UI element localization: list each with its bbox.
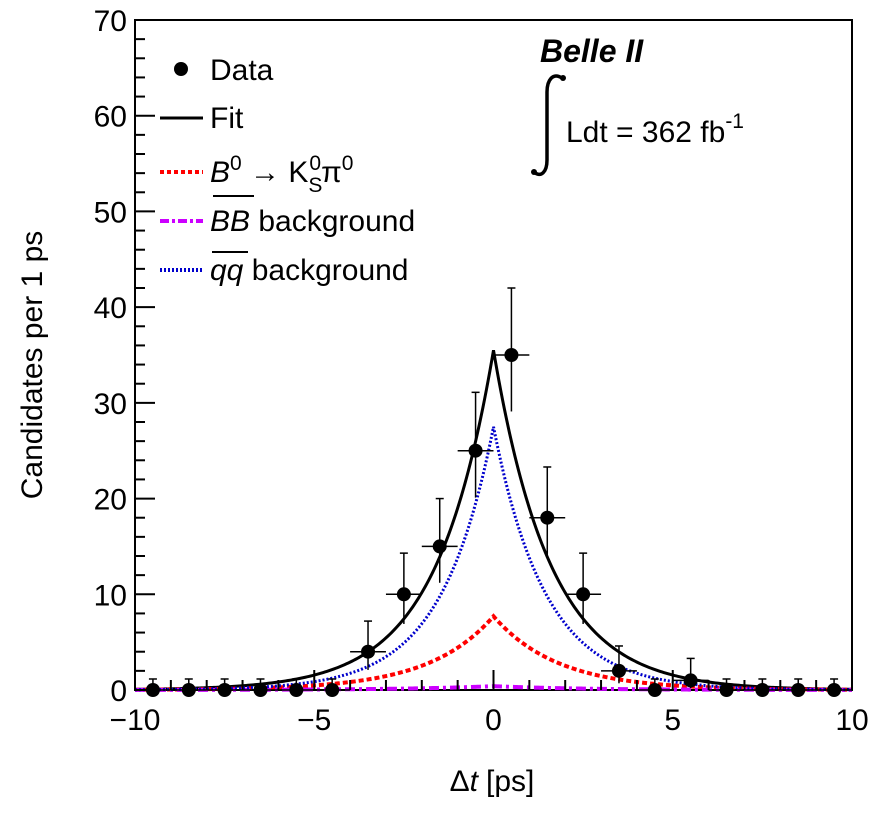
legend-marker-data <box>174 62 188 76</box>
series-line-0 <box>134 349 853 691</box>
x-axis-title-unit: [ps] <box>486 765 534 798</box>
x-axis-title-symbol: Δ <box>450 765 470 798</box>
data-point <box>421 497 458 583</box>
legend-label-data: Data <box>210 54 274 87</box>
data-point-marker <box>683 673 698 688</box>
data-point <box>206 678 243 697</box>
x-axis-title-var: t <box>470 765 480 798</box>
legend: Data Fit B0 → KS0π0 BB background qq bac… <box>160 54 415 287</box>
x-tick-label: −5 <box>297 704 331 737</box>
data-point <box>744 678 781 697</box>
legend-item-bb: BB background <box>160 195 415 238</box>
y-tick-label: 50 <box>94 196 127 229</box>
data-point-marker <box>755 683 770 697</box>
x-tick-label: 5 <box>664 704 681 737</box>
x-tick-label: −10 <box>110 704 161 737</box>
y-tick-label: 30 <box>94 388 127 421</box>
data-point <box>565 552 602 624</box>
data-point <box>278 678 315 697</box>
data-point <box>350 620 386 670</box>
data-point-marker <box>468 443 483 458</box>
y-tick-label: 40 <box>94 292 127 325</box>
integral-sign <box>532 74 563 177</box>
data-point <box>708 678 745 697</box>
legend-label-qq: qq background <box>210 254 409 287</box>
x-axis-title: Δt [ps] <box>450 765 535 798</box>
data-point-marker <box>289 683 304 697</box>
data-point <box>170 678 207 697</box>
legend-item-data: Data <box>174 54 274 87</box>
data-point-marker <box>432 539 447 554</box>
data-point <box>529 466 566 558</box>
data-point <box>385 552 422 624</box>
data-point <box>242 678 279 697</box>
data-point <box>672 657 709 689</box>
data-point-marker <box>540 510 555 525</box>
legend-label-fit: Fit <box>210 102 244 135</box>
data-point <box>493 287 530 412</box>
data-point-marker <box>719 683 734 697</box>
curves <box>134 349 853 692</box>
data-point-marker <box>181 683 196 697</box>
data-points <box>135 287 852 697</box>
data-point-marker <box>791 683 806 697</box>
luminosity-text: Ldt = 362 fb-1 <box>566 110 744 149</box>
x-tick-label: 0 <box>485 704 502 737</box>
data-point-marker <box>361 644 376 659</box>
data-point <box>314 678 351 697</box>
data-point-marker <box>217 683 232 697</box>
y-tick-label: 60 <box>94 101 127 134</box>
y-tick-label: 0 <box>110 675 127 708</box>
integral-sign-bottom <box>531 169 537 175</box>
luminosity-label: Ldt = 362 fb-1 <box>531 74 744 177</box>
data-point <box>636 678 673 697</box>
data-point <box>780 678 817 697</box>
data-point-marker <box>504 348 519 362</box>
data-point-marker <box>611 663 626 678</box>
legend-item-qq: qq background <box>160 251 409 287</box>
y-tick-label: 70 <box>94 5 127 38</box>
experiment-label: Belle II <box>540 33 644 69</box>
data-point <box>457 391 494 498</box>
legend-label-bb: BB background <box>210 205 415 238</box>
series-line-3 <box>134 426 853 692</box>
data-point-marker <box>647 683 662 697</box>
legend-item-signal: B0 → KS0π0 <box>160 152 353 197</box>
data-point-marker <box>396 587 411 602</box>
y-axis-title: Candidates per 1 ps <box>16 231 49 500</box>
integral-sign-top <box>560 75 566 81</box>
legend-item-fit: Fit <box>160 102 244 135</box>
data-point <box>816 678 852 697</box>
data-point-marker <box>827 683 842 697</box>
axes: −10 −5 0 5 10 0 10 20 30 40 50 60 70 <box>94 5 869 737</box>
y-tick-label: 20 <box>94 484 127 517</box>
y-tick-label: 10 <box>94 579 127 612</box>
data-point-marker <box>253 683 268 697</box>
data-point-marker <box>325 683 340 697</box>
data-point <box>601 645 637 684</box>
data-point-marker <box>576 587 591 602</box>
legend-label-signal: B0 → KS0π0 <box>210 152 353 197</box>
x-tick-label: 10 <box>835 704 868 737</box>
